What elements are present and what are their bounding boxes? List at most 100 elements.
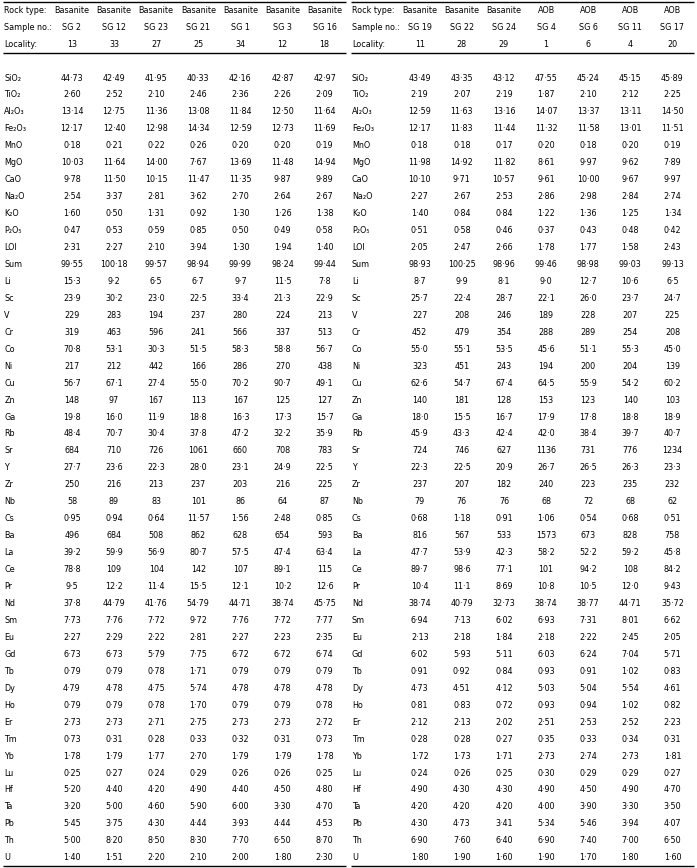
- Text: 10·2: 10·2: [274, 582, 291, 591]
- Text: 1·40: 1·40: [63, 853, 81, 862]
- Text: 1573: 1573: [536, 531, 556, 540]
- Text: 225: 225: [317, 480, 332, 490]
- Text: 27: 27: [151, 40, 161, 49]
- Text: 42·16: 42·16: [229, 74, 252, 82]
- Text: 22·5: 22·5: [453, 464, 470, 472]
- Text: 47·4: 47·4: [274, 549, 291, 557]
- Text: 11·32: 11·32: [535, 124, 558, 134]
- Text: 731: 731: [581, 446, 596, 456]
- Text: 746: 746: [454, 446, 469, 456]
- Text: CaO: CaO: [4, 175, 21, 184]
- Text: 48·4: 48·4: [63, 430, 81, 438]
- Text: 13·01: 13·01: [619, 124, 641, 134]
- Text: 6·73: 6·73: [105, 650, 123, 659]
- Text: AOB: AOB: [580, 6, 597, 15]
- Text: 1·38: 1·38: [316, 209, 333, 218]
- Text: 142: 142: [191, 565, 206, 574]
- Text: 35·72: 35·72: [661, 599, 684, 608]
- Text: 9·9: 9·9: [455, 277, 468, 286]
- Text: 23·7: 23·7: [622, 294, 639, 303]
- Text: Ba: Ba: [352, 531, 362, 540]
- Text: 18·8: 18·8: [622, 412, 639, 422]
- Text: 35·9: 35·9: [316, 430, 334, 438]
- Text: 0·20: 0·20: [537, 141, 555, 150]
- Text: 3·20: 3·20: [63, 802, 81, 812]
- Text: 12·40: 12·40: [102, 124, 125, 134]
- Text: 108: 108: [623, 565, 638, 574]
- Text: 2·31: 2·31: [63, 243, 81, 252]
- Text: 44·79: 44·79: [102, 599, 125, 608]
- Text: 4·73: 4·73: [411, 684, 429, 693]
- Text: 0·92: 0·92: [453, 667, 470, 676]
- Text: 10·15: 10·15: [145, 175, 167, 184]
- Text: 44·71: 44·71: [229, 599, 252, 608]
- Text: 101: 101: [539, 565, 553, 574]
- Text: 0·29: 0·29: [579, 768, 597, 778]
- Text: 5·93: 5·93: [453, 650, 470, 659]
- Text: 286: 286: [233, 362, 248, 371]
- Text: 11·98: 11·98: [408, 158, 431, 168]
- Text: 1·30: 1·30: [231, 243, 249, 252]
- Text: 45·15: 45·15: [619, 74, 642, 82]
- Text: 289: 289: [581, 328, 596, 337]
- Text: 4·40: 4·40: [105, 786, 123, 794]
- Text: Nd: Nd: [352, 599, 363, 608]
- Text: 5·20: 5·20: [63, 786, 81, 794]
- Text: Co: Co: [4, 345, 15, 354]
- Text: 0·78: 0·78: [147, 667, 165, 676]
- Text: 2·22: 2·22: [147, 633, 165, 642]
- Text: 1·30: 1·30: [231, 209, 249, 218]
- Text: Pr: Pr: [352, 582, 360, 591]
- Text: 2·53: 2·53: [579, 718, 597, 727]
- Text: 47·55: 47·55: [535, 74, 558, 82]
- Text: 0·31: 0·31: [105, 734, 123, 744]
- Text: 70·8: 70·8: [63, 345, 81, 354]
- Text: Basanite: Basanite: [54, 6, 89, 15]
- Text: 6: 6: [585, 40, 591, 49]
- Text: 3·93: 3·93: [231, 819, 250, 828]
- Text: 10·03: 10·03: [61, 158, 83, 168]
- Text: 207: 207: [454, 480, 470, 490]
- Text: 724: 724: [412, 446, 427, 456]
- Text: 98·6: 98·6: [453, 565, 470, 574]
- Text: Sum: Sum: [4, 260, 22, 269]
- Text: 167: 167: [148, 396, 164, 404]
- Text: 0·79: 0·79: [63, 667, 81, 676]
- Text: 98·96: 98·96: [493, 260, 515, 269]
- Text: Ho: Ho: [352, 700, 363, 710]
- Text: Pb: Pb: [352, 819, 362, 828]
- Text: 26·3: 26·3: [622, 464, 639, 472]
- Text: 0·19: 0·19: [316, 141, 333, 150]
- Text: 227: 227: [412, 311, 427, 319]
- Text: 11·64: 11·64: [314, 108, 336, 116]
- Text: 1·26: 1·26: [274, 209, 291, 218]
- Text: 6·50: 6·50: [664, 837, 681, 845]
- Text: 0·20: 0·20: [274, 141, 291, 150]
- Text: 6·74: 6·74: [316, 650, 333, 659]
- Text: 5·46: 5·46: [579, 819, 597, 828]
- Text: 68: 68: [541, 497, 551, 506]
- Text: 11·35: 11·35: [229, 175, 252, 184]
- Text: 452: 452: [412, 328, 427, 337]
- Text: 11: 11: [415, 40, 424, 49]
- Text: SG 3: SG 3: [273, 23, 292, 31]
- Text: 8·20: 8·20: [105, 837, 123, 845]
- Text: 78·8: 78·8: [63, 565, 81, 574]
- Text: 2·67: 2·67: [453, 192, 470, 201]
- Text: Cu: Cu: [352, 378, 362, 388]
- Text: Ga: Ga: [4, 412, 15, 422]
- Text: 12·17: 12·17: [61, 124, 84, 134]
- Text: 99·03: 99·03: [619, 260, 642, 269]
- Text: 4·40: 4·40: [231, 786, 249, 794]
- Text: 12·75: 12·75: [102, 108, 125, 116]
- Text: 0·58: 0·58: [316, 226, 333, 235]
- Text: V: V: [4, 311, 10, 319]
- Text: 0·31: 0·31: [274, 734, 291, 744]
- Text: 1·06: 1·06: [537, 514, 555, 523]
- Text: Na₂O: Na₂O: [4, 192, 24, 201]
- Text: 22·3: 22·3: [147, 464, 165, 472]
- Text: 3·30: 3·30: [274, 802, 291, 812]
- Text: 99·46: 99·46: [535, 260, 558, 269]
- Text: 99·57: 99·57: [145, 260, 168, 269]
- Text: Eu: Eu: [352, 633, 362, 642]
